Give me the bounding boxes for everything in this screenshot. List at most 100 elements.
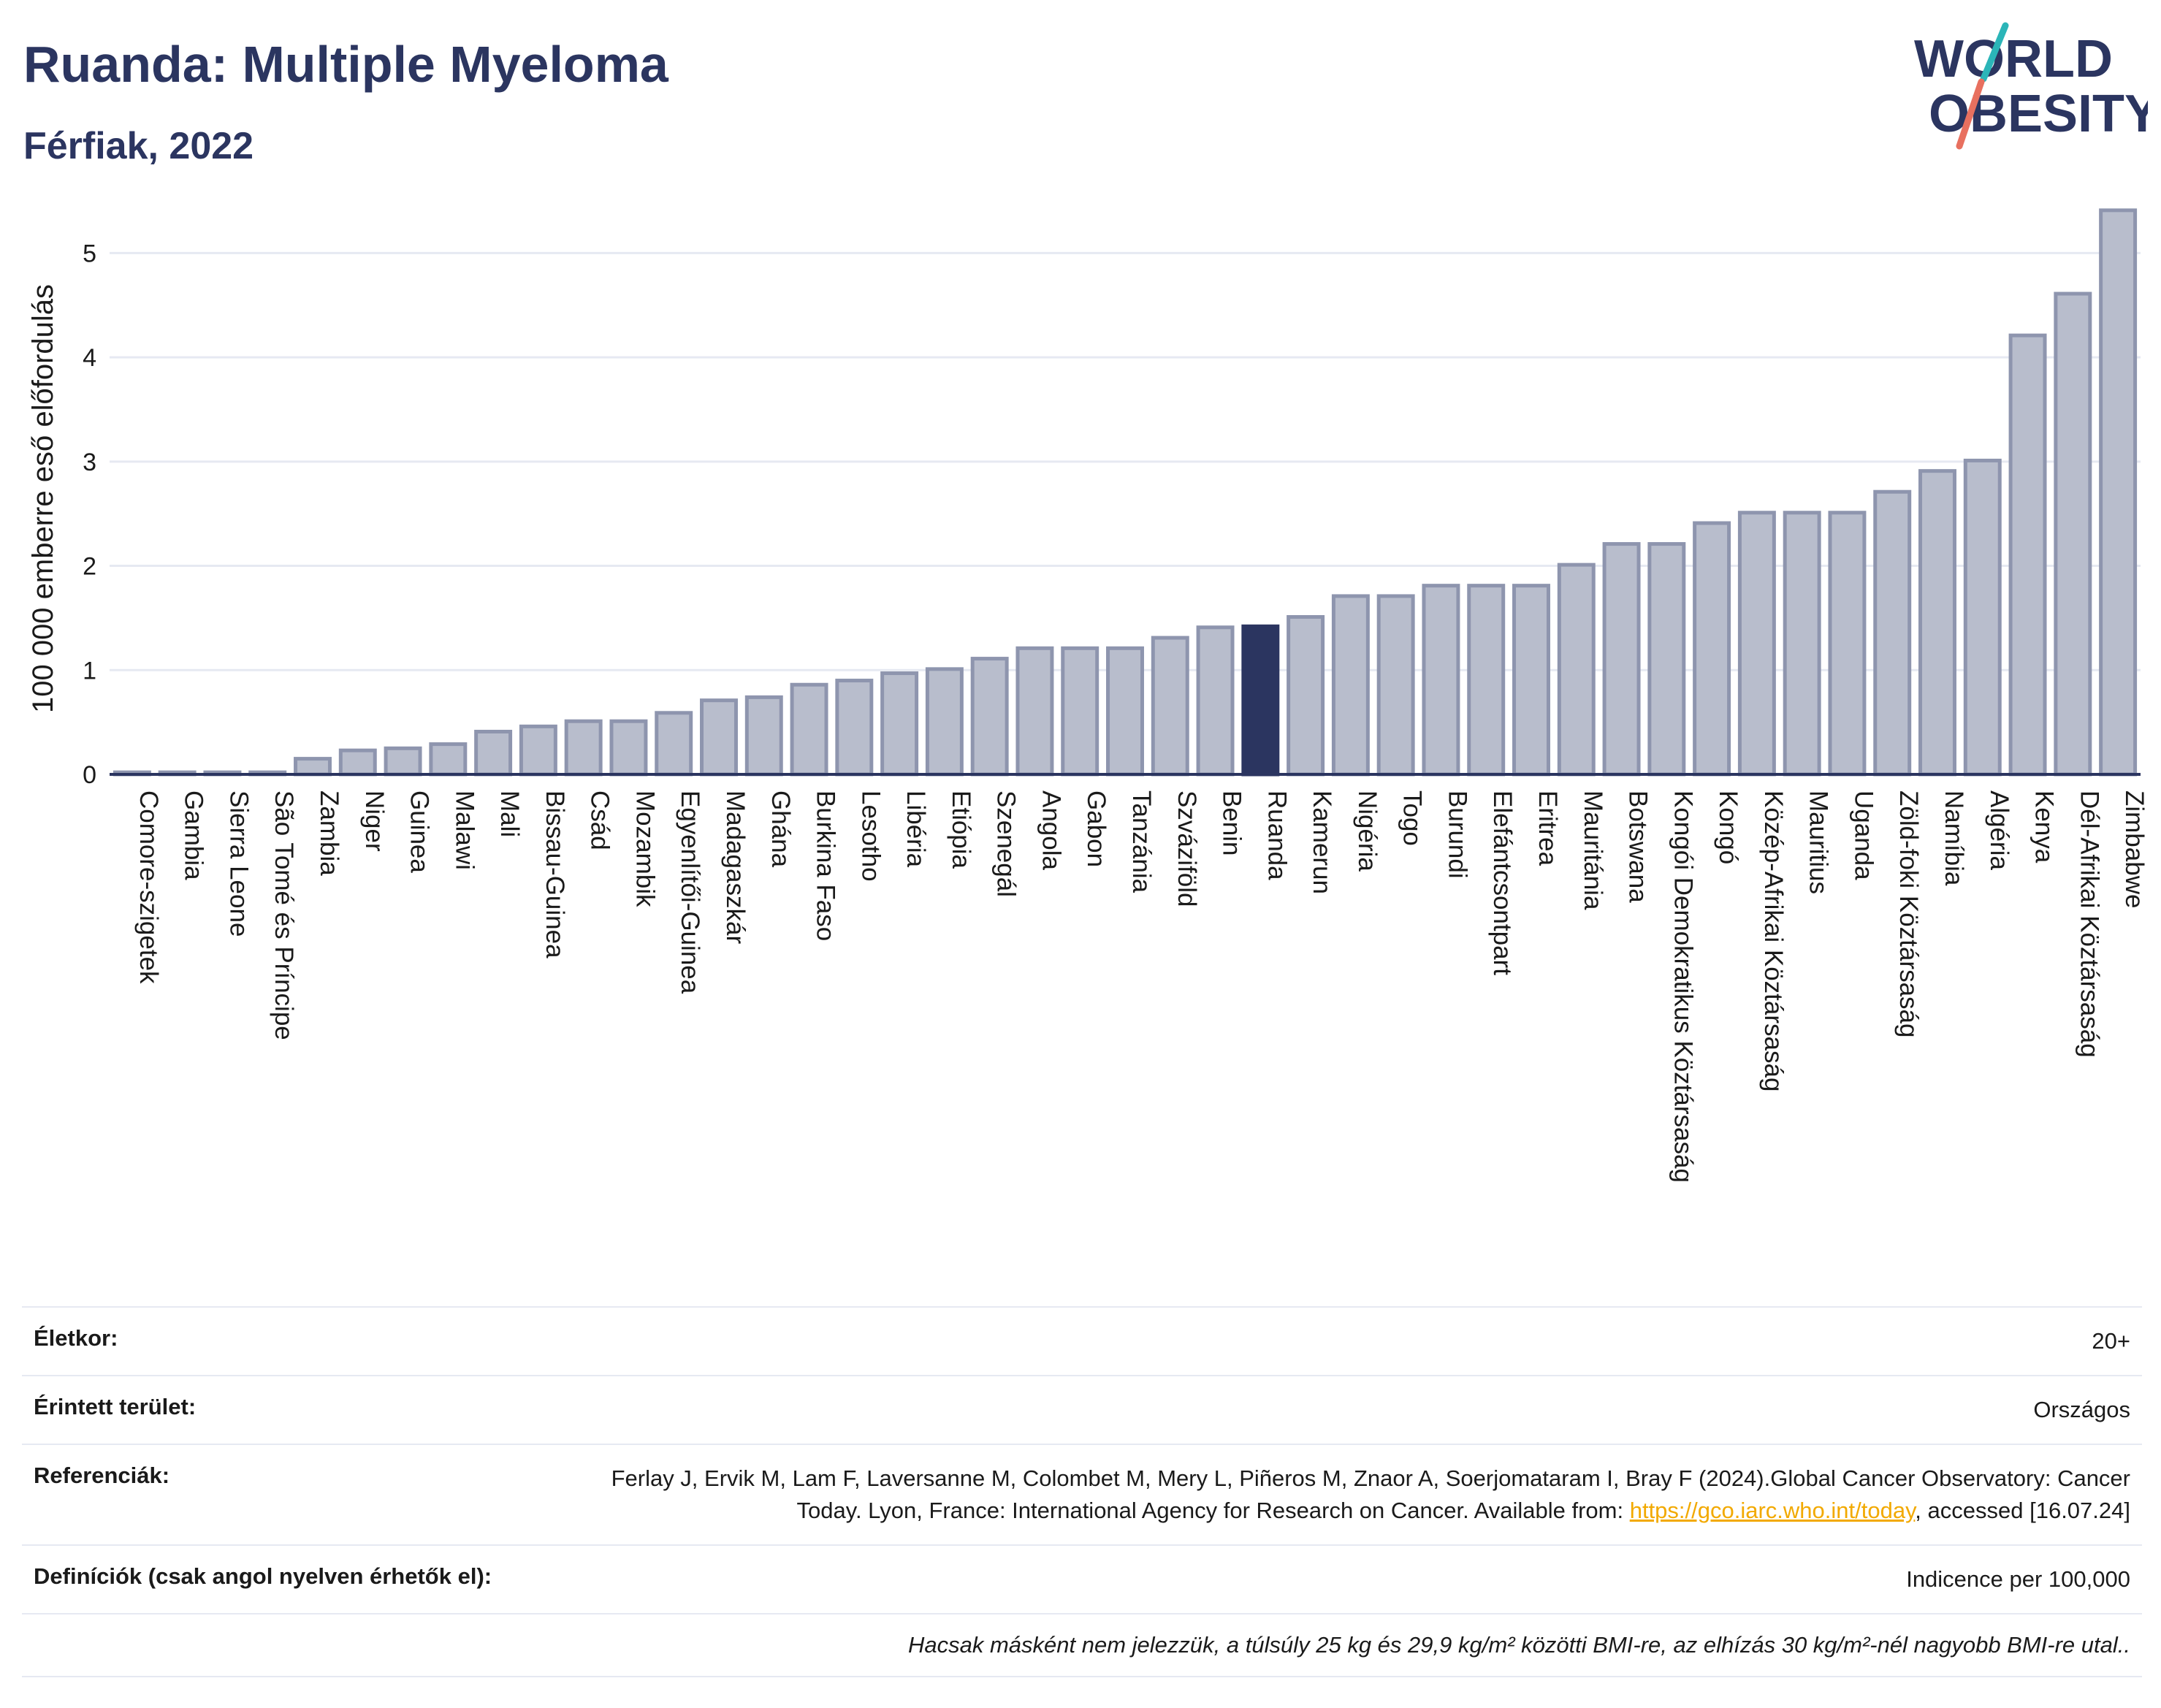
- x-tick-label: Niger: [360, 790, 389, 852]
- bar: [1693, 521, 1731, 777]
- bar: [1106, 646, 1144, 777]
- ref-value: Ferlay J, Ervik M, Lam F, Laversanne M, …: [596, 1463, 2130, 1527]
- bar: [1783, 511, 1821, 777]
- bar: [1557, 563, 1596, 777]
- x-tick-label: Mozambik: [630, 790, 659, 907]
- x-tick-label: Etiópia: [947, 790, 975, 869]
- info-row-area: Érintett terület: Országos: [22, 1375, 2142, 1444]
- x-tick-label: Mali: [495, 790, 524, 837]
- bar: [1737, 511, 1776, 777]
- world-obesity-logo: WORLD OBESITY: [1914, 22, 2148, 150]
- x-tick-label: Burkina Faso: [812, 790, 840, 941]
- bar: [970, 657, 1009, 777]
- x-tick-label: Lesotho: [856, 790, 885, 882]
- bar: [655, 711, 693, 777]
- bar: [835, 679, 874, 777]
- x-tick-label: São Tomé és Príncipe: [270, 790, 298, 1040]
- x-tick-label: Gabon: [1082, 790, 1110, 867]
- logo-slash-teal: [1980, 22, 2009, 83]
- x-tick-label: Zambia: [315, 790, 343, 876]
- bar: [1196, 625, 1235, 777]
- y-tick-label: 1: [83, 657, 96, 685]
- bar: [790, 682, 828, 777]
- ref-label: Referenciák:: [34, 1463, 170, 1488]
- x-tick-label: Malawi: [450, 790, 479, 870]
- bar: [294, 757, 332, 777]
- y-tick-label: 2: [83, 553, 96, 581]
- x-tick-label: Guinea: [405, 790, 434, 873]
- bar: [1015, 646, 1054, 777]
- y-axis-title: 100 000 emberre eső előfordulás: [27, 284, 59, 713]
- bar: [744, 695, 783, 777]
- page-title: Ruanda: Multiple Myeloma: [23, 36, 668, 93]
- bar: [338, 748, 377, 777]
- x-tick-label: Mauritánia: [1579, 790, 1607, 910]
- x-tick-label: Angola: [1037, 790, 1065, 871]
- x-tick-label: Közép-Afrikai Köztársaság: [1759, 790, 1788, 1091]
- bar: [519, 724, 557, 777]
- bar: [1918, 469, 1956, 777]
- bar: [1151, 636, 1189, 777]
- x-tick-label: Bissau-Guinea: [541, 790, 569, 958]
- logo-line1: WORLD: [1914, 30, 2113, 88]
- def-value: Indicence per 100,000: [1906, 1566, 2130, 1592]
- x-tick-label: Kenya: [2030, 790, 2059, 863]
- bar: [1963, 458, 2002, 777]
- x-tick-label: Zimbabwe: [2120, 790, 2149, 908]
- bar: [2054, 291, 2092, 777]
- x-tick-label: Zöld-foki Köztársaság: [1894, 790, 1923, 1037]
- bar-highlight: [1241, 624, 1280, 777]
- y-tick-label: 5: [83, 240, 96, 267]
- x-tick-label: Szenegál: [992, 790, 1021, 897]
- bar: [474, 729, 513, 777]
- bar: [564, 719, 603, 777]
- bar-chart: 0 1 2 3 4 5 100 000 emberre eső előfordulás Com…: [27, 208, 2149, 1183]
- x-tick-label: Tanzánia: [1127, 790, 1156, 893]
- x-tick-label: Csád: [586, 790, 614, 850]
- x-tick-label: Egyenlítői-Guinea: [676, 790, 704, 994]
- x-tick-label: Togo: [1398, 790, 1427, 846]
- x-tick-label: Nigéria: [1353, 790, 1381, 872]
- bar: [2008, 333, 2047, 777]
- page-subtitle: Férfiak, 2022: [23, 125, 254, 167]
- bar: [1647, 542, 1686, 777]
- info-row-note: Hacsak másként nem jelezzük, a túlsúly 2…: [22, 1613, 2142, 1677]
- x-tick-label: Madagaszkár: [721, 790, 750, 944]
- ref-link[interactable]: https://gco.iarc.who.int/today: [1629, 1498, 1916, 1523]
- bar: [1512, 584, 1550, 777]
- x-tick-label: Dél-Afrikai Köztársaság: [2075, 790, 2103, 1058]
- bar: [1422, 584, 1460, 777]
- x-tick-label: Ruanda: [1262, 790, 1291, 880]
- age-value: 20+: [2092, 1328, 2130, 1354]
- x-tick-label: Sierra Leone: [224, 790, 253, 937]
- area-label: Érintett terület:: [34, 1394, 197, 1419]
- x-tick-label: Benin: [1218, 790, 1246, 856]
- info-row-definitions: Definíciók (csak angol nyelven érhetők e…: [22, 1544, 2142, 1613]
- ref-text-2: , accessed [16.07.24]: [1915, 1498, 2130, 1523]
- y-tick-label: 3: [83, 449, 96, 476]
- bar: [429, 742, 468, 777]
- bar: [700, 698, 738, 777]
- bar: [1376, 594, 1415, 777]
- x-tick-label: Uganda: [1849, 790, 1878, 880]
- bar: [1602, 542, 1641, 777]
- x-tick-label: Kamerun: [1308, 790, 1336, 894]
- bar: [1061, 646, 1099, 777]
- bar: [1287, 614, 1325, 777]
- logo-slash-coral: [1956, 78, 1985, 150]
- x-tick-label: Szváziföld: [1173, 790, 1201, 907]
- bar: [1873, 489, 1912, 777]
- info-row-references: Referenciák: Ferlay J, Ervik M, Lam F, L…: [22, 1444, 2142, 1544]
- bar: [609, 719, 648, 777]
- y-tick-label: 4: [83, 344, 96, 372]
- area-value: Országos: [2033, 1397, 2130, 1422]
- def-label: Definíciók (csak angol nyelven érhetők e…: [34, 1563, 492, 1589]
- bar: [1828, 511, 1867, 777]
- x-tick-label: Burundi: [1443, 790, 1471, 879]
- x-tick-label: Gambia: [180, 790, 208, 880]
- x-tick-label: Namíbia: [1940, 790, 1968, 886]
- bar: [880, 671, 919, 777]
- x-tick-label: Kongói Demokratikus Köztársaság: [1669, 790, 1697, 1183]
- y-tick-label: 0: [83, 761, 96, 789]
- bar: [384, 746, 422, 777]
